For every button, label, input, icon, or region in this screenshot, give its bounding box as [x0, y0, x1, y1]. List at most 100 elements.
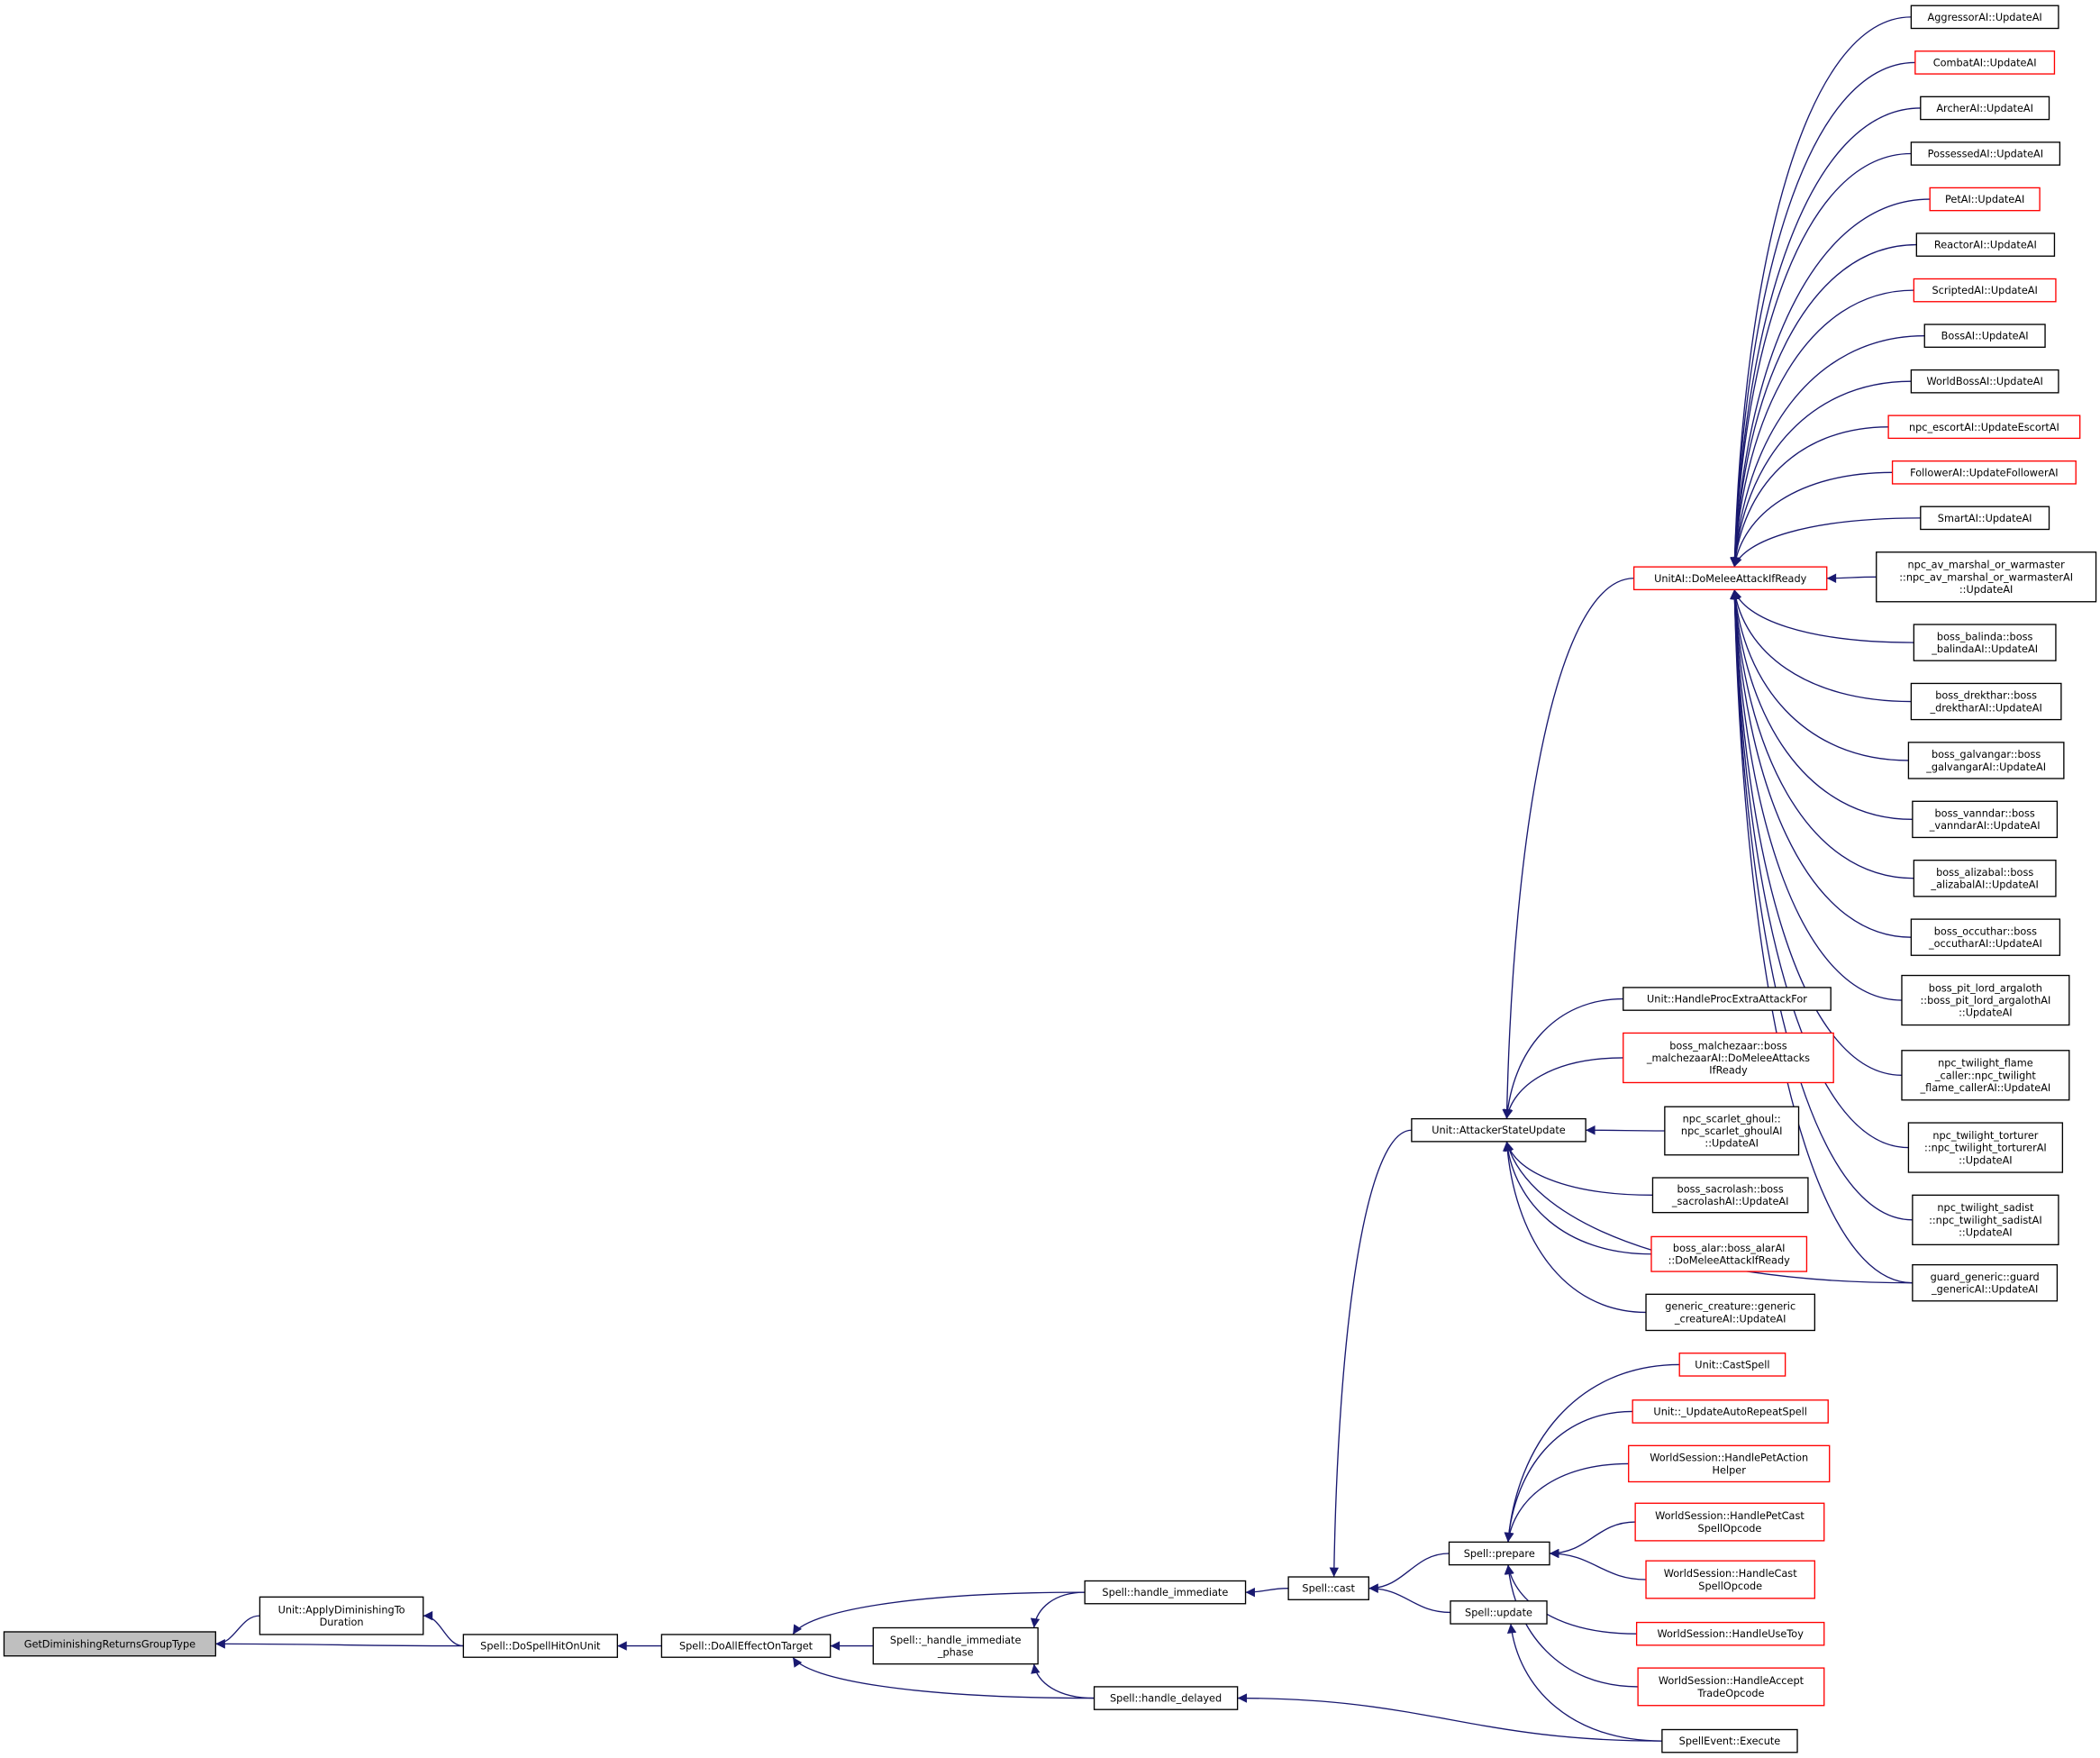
- graph-node-attacker[interactable]: Unit::AttackerStateUpdate: [1411, 1117, 1586, 1143]
- edge-prepare-to-cast: [1368, 1553, 1450, 1593]
- node-label: PetAI::UpdateAI: [1945, 194, 2024, 205]
- node-label: _phase: [937, 1646, 974, 1658]
- edge-galvangar-to-unitai: [1730, 589, 1909, 761]
- graph-node-dospellhit[interactable]: Spell::DoSpellHitOnUnit: [462, 1634, 618, 1658]
- node-label: ::UpdateAI: [1959, 1154, 2013, 1166]
- node-label: ::UpdateAI: [1705, 1138, 1759, 1150]
- graph-node-drekthar[interactable]: boss_drekthar::boss_drektharAI::UpdateAI: [1910, 682, 2062, 721]
- node-label: Spell::prepare: [1464, 1548, 1535, 1560]
- node-box: [3, 1631, 217, 1657]
- node-label: WorldSession::HandleCast: [1664, 1568, 1797, 1580]
- graph-node-occuthar[interactable]: boss_occuthar::boss_occutharAI::UpdateAI: [1910, 918, 2061, 956]
- node-label: ::npc_twilight_sadistAI: [1929, 1215, 2042, 1226]
- graph-node-follower[interactable]: FollowerAI::UpdateFollowerAI: [1891, 460, 2077, 485]
- graph-node-handleimm[interactable]: Spell::handle_immediate: [1084, 1580, 1247, 1605]
- node-label: Unit::_UpdateAutoRepeatSpell: [1653, 1406, 1807, 1417]
- graph-node-flamecaller[interactable]: npc_twilight_flame_caller::npc_twilight_…: [1901, 1050, 2070, 1101]
- nodes-layer: GetDiminishingReturnsGroupType Unit::Appl…: [3, 5, 2097, 1753]
- graph-node-vanndar[interactable]: boss_vanndar::boss_vanndarAI::UpdateAI: [1912, 800, 2059, 839]
- graph-node-handledel[interactable]: Spell::handle_delayed: [1093, 1686, 1239, 1710]
- graph-node-pitlord[interactable]: boss_pit_lord_argaloth::boss_pit_lord_ar…: [1901, 974, 2070, 1026]
- graph-node-sacrolash[interactable]: boss_sacrolash::boss_sacrolashAI::Update…: [1651, 1177, 1809, 1214]
- node-label: ::UpdateAI: [1959, 584, 2014, 596]
- node-label: IfReady: [1709, 1065, 1748, 1077]
- edge-pitlord-to-unitai: [1730, 589, 1902, 1001]
- graph-node-balinda[interactable]: boss_balinda::boss_balindaAI::UpdateAI: [1913, 624, 2057, 661]
- node-box: [1912, 1194, 2059, 1246]
- graph-node-prepare[interactable]: Spell::prepare: [1448, 1541, 1550, 1566]
- node-label: ArcherAI::UpdateAI: [1936, 103, 2033, 114]
- node-label: npc_scarlet_ghoulAI: [1681, 1125, 1782, 1137]
- graph-node-aggressor[interactable]: AggressorAI::UpdateAI: [1910, 5, 2059, 30]
- graph-node-galvangar[interactable]: boss_galvangar::boss_galvangarAI::Update…: [1907, 742, 2065, 779]
- node-label: SpellOpcode: [1698, 1523, 1762, 1535]
- graph-node-genericcreature[interactable]: generic_creature::generic_creatureAI::Up…: [1645, 1293, 1816, 1332]
- graph-node-procextra[interactable]: Unit::HandleProcExtraAttackFor: [1623, 987, 1832, 1011]
- graph-node-unitai[interactable]: UnitAI::DoMeleeAttackIfReady: [1632, 566, 1828, 591]
- graph-node-usetoy[interactable]: WorldSession::HandleUseToy: [1635, 1621, 1825, 1646]
- node-label: Spell::handle_immediate: [1102, 1587, 1228, 1599]
- graph-node-smart[interactable]: SmartAI::UpdateAI: [1920, 506, 2050, 531]
- node-box: [1637, 1667, 1825, 1707]
- graph-node-sadist[interactable]: npc_twilight_sadist::npc_twilight_sadist…: [1912, 1194, 2059, 1246]
- graph-node-alizabal[interactable]: boss_alizabal::boss_alizabalAI::UpdateAI: [1913, 860, 2057, 897]
- node-box: [1923, 323, 2046, 348]
- edge-genericcreature-to-attacker: [1503, 1141, 1647, 1314]
- graph-node-immphase[interactable]: Spell::_handle_immediate_phase: [872, 1626, 1039, 1665]
- edge-aggressor-to-unitai: [1730, 16, 1912, 568]
- graph-node-avmarshal[interactable]: npc_av_marshal_or_warmaster::npc_av_mars…: [1876, 551, 2097, 603]
- node-label: _genericAI::UpdateAI: [1931, 1284, 2038, 1296]
- node-label: WorldBossAI::UpdateAI: [1927, 376, 2043, 387]
- graph-node-update[interactable]: Spell::update: [1450, 1600, 1548, 1625]
- node-label: Helper: [1713, 1464, 1747, 1476]
- graph-node-pet[interactable]: PetAI::UpdateAI: [1929, 187, 2041, 212]
- graph-node-escort[interactable]: npc_escortAI::UpdateEscortAI: [1887, 414, 2081, 440]
- node-box: [1901, 1050, 2070, 1101]
- graph-node-reactor[interactable]: ReactorAI::UpdateAI: [1915, 232, 2056, 257]
- node-box: [1910, 141, 2061, 166]
- graph-node-autorepeat[interactable]: Unit::_UpdateAutoRepeatSpell: [1632, 1399, 1829, 1424]
- edge-follower-to-unitai: [1731, 471, 1893, 568]
- node-label: ::boss_pit_lord_argalothAI: [1921, 995, 2051, 1007]
- node-label: npc_twilight_flame: [1938, 1058, 2033, 1070]
- node-box: [1912, 1263, 2059, 1302]
- edge-drekthar-to-unitai: [1731, 589, 1912, 703]
- node-box: [462, 1634, 618, 1658]
- graph-node-execute[interactable]: SpellEvent::Execute: [1661, 1728, 1798, 1753]
- node-box: [1912, 800, 2059, 839]
- graph-node-cast[interactable]: Spell::cast: [1287, 1576, 1369, 1600]
- graph-node-guardgeneric[interactable]: guard_generic::guard_genericAI::UpdateAI: [1912, 1263, 2059, 1302]
- node-box: [259, 1596, 424, 1635]
- graph-node-torturer[interactable]: npc_twilight_torturer::npc_twilight_tort…: [1907, 1122, 2064, 1173]
- node-label: Spell::DoSpellHitOnUnit: [480, 1641, 601, 1653]
- graph-node-possessed[interactable]: PossessedAI::UpdateAI: [1910, 141, 2061, 166]
- graph-node-combat[interactable]: CombatAI::UpdateAI: [1914, 50, 2056, 75]
- graph-node-archer[interactable]: ArcherAI::UpdateAI: [1920, 96, 2050, 121]
- graph-node-castspell[interactable]: Unit::CastSpell: [1678, 1353, 1786, 1377]
- graph-node-malchezaar[interactable]: boss_malchezaar::boss_malchezaarAI::DoMe…: [1623, 1032, 1834, 1084]
- node-label: _sacrolashAI::UpdateAI: [1671, 1196, 1789, 1207]
- graph-node-worldboss[interactable]: WorldBossAI::UpdateAI: [1910, 369, 2059, 394]
- node-box: [1632, 566, 1828, 591]
- node-box: [1632, 1399, 1829, 1424]
- graph-node-alar[interactable]: boss_alar::boss_alarAI::DoMeleeAttackIfR…: [1650, 1235, 1808, 1272]
- edge-occuthar-to-unitai: [1730, 589, 1912, 938]
- graph-node-getdim[interactable]: GetDiminishingReturnsGroupType: [3, 1631, 217, 1657]
- node-label: Spell::DoAllEffectOnTarget: [679, 1641, 814, 1653]
- node-box: [1887, 414, 2081, 440]
- edge-scarletghoul-to-attacker: [1586, 1125, 1665, 1135]
- graph-node-doalleffect[interactable]: Spell::DoAllEffectOnTarget: [660, 1634, 832, 1658]
- node-label: ::npc_twilight_torturerAI: [1924, 1143, 2047, 1154]
- node-box: [1910, 369, 2059, 394]
- graph-node-boss[interactable]: BossAI::UpdateAI: [1923, 323, 2046, 348]
- node-label: WorldSession::HandleUseToy: [1658, 1628, 1805, 1640]
- edge-execute-to-update: [1506, 1623, 1662, 1742]
- graph-node-scripted[interactable]: ScriptedAI::UpdateAI: [1913, 278, 2057, 303]
- graph-node-scarletghoul[interactable]: npc_scarlet_ghoul::npc_scarlet_ghoulAI::…: [1664, 1106, 1800, 1156]
- node-label: WorldSession::HandlePetAction: [1650, 1453, 1808, 1464]
